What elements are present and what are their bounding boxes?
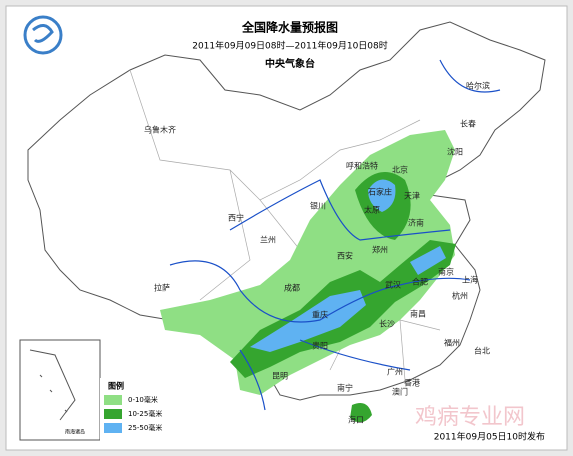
city-label: 太原 (364, 205, 380, 215)
city-label: 拉萨 (154, 283, 170, 293)
city-label: 昆明 (272, 372, 288, 381)
logo-mark (32, 24, 54, 43)
city-label: 贵阳 (312, 341, 328, 351)
issuer: 中央气象台 (265, 57, 315, 70)
inset-label: 南海诸岛 (65, 429, 85, 436)
city-label: 台北 (474, 346, 490, 356)
city-label: 长沙 (379, 319, 395, 329)
city-label: 重庆 (312, 310, 328, 320)
city-label: 银川 (310, 201, 326, 211)
legend-swatch (104, 409, 122, 419)
city-label: 西安 (337, 251, 353, 261)
city-label: 济南 (408, 218, 424, 228)
inset-box (19, 339, 101, 441)
city-label: 海口 (348, 415, 364, 425)
city-label: 杭州 (452, 291, 468, 301)
city-label: 北京 (392, 165, 408, 175)
city-label: 武汉 (385, 280, 401, 290)
city-label: 成都 (284, 283, 300, 293)
title: 全国降水量预报图 (241, 20, 338, 35)
city-label: 天津 (404, 191, 420, 201)
legend-label: 25-50毫米 (128, 423, 162, 432)
city-label: 澳门 (392, 387, 408, 397)
rain-25-50 (250, 179, 446, 352)
city-label: 郑州 (372, 245, 388, 255)
city-label: 南宁 (337, 383, 353, 393)
city-label: 香港 (404, 378, 420, 388)
legend-label: 0-10毫米 (128, 395, 158, 404)
city-label: 福州 (444, 339, 460, 348)
legend-label: 10-25毫米 (128, 409, 162, 418)
legend: 0-10毫米 10-25毫米 25-50毫米 (104, 395, 162, 433)
city-label: 石家庄 (368, 187, 392, 197)
city-label: 南昌 (410, 309, 426, 319)
city-label: 呼和浩特 (346, 161, 378, 171)
legend-swatch (104, 395, 122, 405)
city-label: 乌鲁木齐 (144, 125, 176, 135)
city-label: 哈尔滨 (466, 81, 490, 91)
period: 2011年09月09日08时—2011年09月10日08时 (192, 40, 388, 52)
rivers (169, 59, 501, 411)
city-label: 合肥 (412, 277, 428, 287)
map-shapes (19, 15, 546, 444)
city-label: 南京 (438, 267, 454, 277)
legend-swatch (104, 423, 122, 433)
city-label: 长春 (460, 119, 476, 129)
inset-islands (29, 349, 76, 421)
logo (23, 15, 63, 55)
city-label: 广州 (387, 367, 403, 377)
watermark: 鸡病专业网 (415, 405, 525, 430)
city-label: 沈阳 (447, 147, 463, 157)
city-label: 兰州 (260, 235, 276, 245)
footer: 2011年09月05日10时发布 (434, 431, 545, 443)
legend-title: 图例 (108, 381, 124, 391)
city-label: 西宁 (228, 213, 244, 223)
city-label: 上海 (462, 275, 478, 285)
